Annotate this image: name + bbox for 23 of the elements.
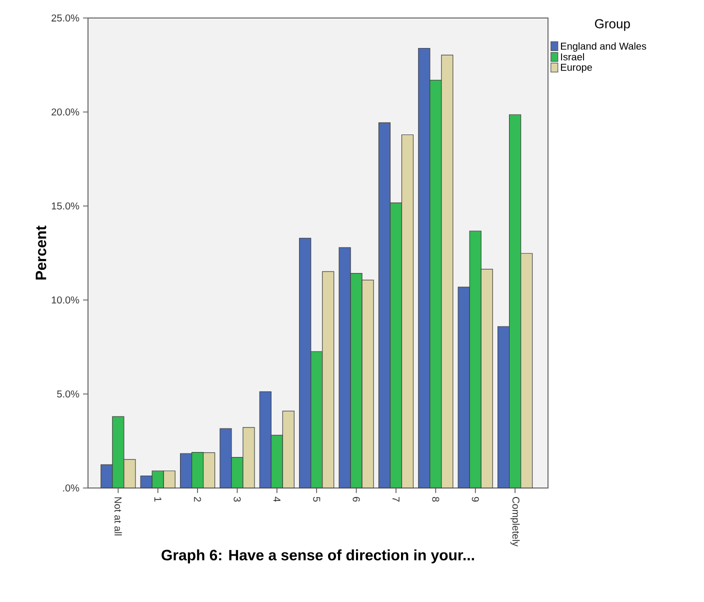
x-tick-label: 4 bbox=[273, 496, 280, 502]
x-tick-label: 6 bbox=[352, 497, 360, 502]
x-tick-label: Completely bbox=[510, 497, 520, 547]
x-tick-label: 2 bbox=[194, 497, 202, 502]
x-tick-label: 1 bbox=[154, 497, 162, 502]
legend-label: England and Wales bbox=[561, 42, 646, 52]
x-tick-label: 5 bbox=[313, 496, 320, 502]
legend-label: Israel bbox=[561, 53, 584, 60]
legend-label: Europe bbox=[561, 64, 592, 73]
x-axis-title: Graph 6: Have a sense of direction in your... bbox=[162, 549, 474, 564]
y-tick-label: 25.0% bbox=[52, 14, 80, 22]
y-tick-label: 15.0% bbox=[52, 202, 80, 210]
x-tick-label: 8 bbox=[432, 496, 440, 502]
x-tick-label: 3 bbox=[234, 496, 241, 502]
y-tick-label: .0% bbox=[63, 484, 80, 492]
y-tick-label: 20.0% bbox=[52, 108, 80, 116]
y-axis-title: Percent bbox=[36, 226, 46, 280]
y-tick-label: 10.0% bbox=[52, 296, 80, 304]
legend-title: Group bbox=[594, 19, 630, 31]
x-tick-label: 7 bbox=[392, 497, 400, 502]
x-tick-label: Not at all bbox=[114, 497, 122, 536]
x-tick-label: 9 bbox=[472, 496, 479, 502]
y-tick-label: 5.0% bbox=[57, 390, 80, 398]
